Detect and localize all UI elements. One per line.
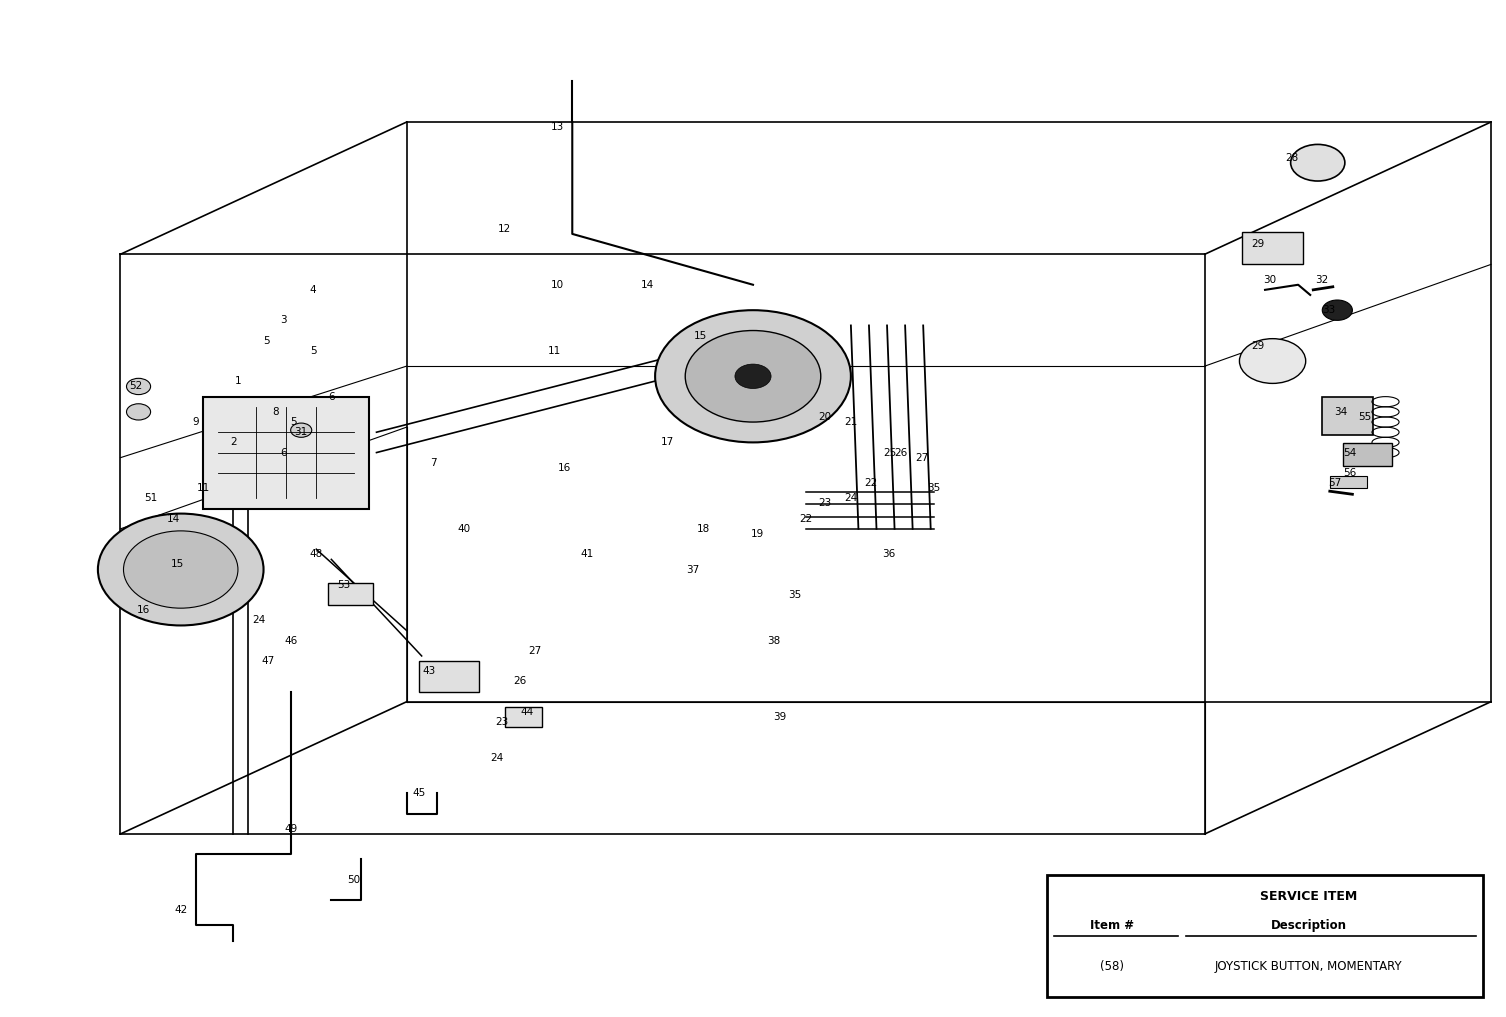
Text: 19: 19 (751, 529, 764, 539)
Text: 38: 38 (768, 636, 780, 646)
Text: 5: 5 (310, 346, 316, 356)
Text: 45: 45 (413, 788, 425, 798)
Text: 12: 12 (498, 224, 511, 234)
Text: 48: 48 (310, 549, 322, 559)
Bar (1330, 476, 1367, 488)
Bar (1343, 443, 1392, 466)
Circle shape (1322, 300, 1352, 320)
Circle shape (127, 404, 151, 420)
Text: 39: 39 (774, 712, 786, 722)
Text: 6: 6 (280, 447, 286, 458)
Text: 17: 17 (661, 437, 673, 447)
Text: 53: 53 (337, 580, 349, 590)
Text: 4: 4 (310, 285, 316, 295)
Bar (505, 707, 542, 727)
Text: 15: 15 (172, 559, 184, 570)
Text: 7: 7 (431, 458, 437, 468)
Circle shape (685, 331, 821, 422)
Text: 22: 22 (864, 478, 876, 488)
Text: 18: 18 (697, 524, 709, 534)
Text: 1: 1 (235, 376, 241, 386)
Text: JOYSTICK BUTTON, MOMENTARY: JOYSTICK BUTTON, MOMENTARY (1215, 960, 1402, 972)
Circle shape (1291, 144, 1345, 181)
Text: 25: 25 (884, 447, 896, 458)
Circle shape (1239, 339, 1306, 383)
Text: 6: 6 (328, 392, 334, 402)
Text: 35: 35 (928, 483, 940, 493)
Circle shape (123, 531, 238, 608)
Bar (1242, 232, 1303, 264)
Text: 47: 47 (262, 656, 274, 666)
Text: 3: 3 (280, 315, 286, 325)
Text: 26: 26 (514, 676, 526, 686)
Text: 13: 13 (551, 122, 563, 132)
Text: 24: 24 (845, 493, 857, 503)
Text: 24: 24 (491, 753, 503, 763)
Text: 35: 35 (789, 590, 801, 600)
Text: 54: 54 (1343, 447, 1355, 458)
Text: 51: 51 (145, 493, 157, 503)
Text: 30: 30 (1264, 275, 1276, 285)
Text: 5: 5 (264, 336, 270, 346)
Text: 29: 29 (1251, 239, 1264, 249)
Text: 5: 5 (291, 417, 297, 427)
Text: 23: 23 (819, 498, 831, 508)
Text: 23: 23 (495, 717, 508, 727)
Text: 14: 14 (167, 514, 179, 524)
Text: 46: 46 (285, 636, 297, 646)
Text: 36: 36 (883, 549, 895, 559)
Text: 10: 10 (551, 280, 563, 290)
Text: 57: 57 (1328, 478, 1340, 488)
Text: Description: Description (1271, 919, 1346, 933)
Text: 8: 8 (273, 407, 279, 417)
Text: 16: 16 (559, 463, 571, 473)
Text: 11: 11 (548, 346, 560, 356)
Bar (419, 661, 479, 692)
Text: 9: 9 (193, 417, 199, 427)
Text: Item #: Item # (1090, 919, 1134, 933)
Text: 11: 11 (197, 483, 209, 493)
Text: 28: 28 (1286, 153, 1298, 163)
Text: 49: 49 (285, 824, 297, 834)
Text: (58): (58) (1101, 960, 1123, 972)
Text: 32: 32 (1316, 275, 1328, 285)
Text: 15: 15 (694, 331, 706, 341)
Text: 34: 34 (1334, 407, 1346, 417)
Circle shape (291, 423, 312, 437)
Bar (1047, 875, 1483, 997)
Text: 27: 27 (916, 453, 928, 463)
Text: 2: 2 (230, 437, 236, 447)
Text: SERVICE ITEM: SERVICE ITEM (1261, 890, 1357, 903)
Text: 37: 37 (687, 564, 699, 575)
Text: 50: 50 (348, 875, 360, 885)
Text: 40: 40 (458, 524, 470, 534)
Text: 20: 20 (819, 412, 831, 422)
Text: 56: 56 (1343, 468, 1355, 478)
Text: 41: 41 (581, 549, 593, 559)
Text: 44: 44 (521, 707, 533, 717)
Circle shape (127, 378, 151, 395)
Circle shape (98, 514, 264, 625)
Text: 43: 43 (423, 666, 435, 676)
Circle shape (735, 364, 771, 388)
Text: 31: 31 (295, 427, 307, 437)
Text: 27: 27 (529, 646, 541, 656)
Bar (328, 583, 373, 605)
Text: 22: 22 (800, 514, 812, 524)
FancyBboxPatch shape (203, 397, 369, 508)
Text: 42: 42 (175, 905, 187, 915)
Text: 55: 55 (1358, 412, 1370, 422)
Text: 14: 14 (642, 280, 654, 290)
Text: 26: 26 (895, 447, 907, 458)
Text: 16: 16 (137, 605, 149, 615)
Circle shape (655, 310, 851, 442)
Text: 33: 33 (1322, 305, 1334, 315)
Text: 29: 29 (1251, 341, 1264, 351)
Text: 52: 52 (130, 381, 142, 392)
Text: 24: 24 (253, 615, 265, 625)
Text: 21: 21 (845, 417, 857, 427)
Polygon shape (1322, 397, 1373, 435)
